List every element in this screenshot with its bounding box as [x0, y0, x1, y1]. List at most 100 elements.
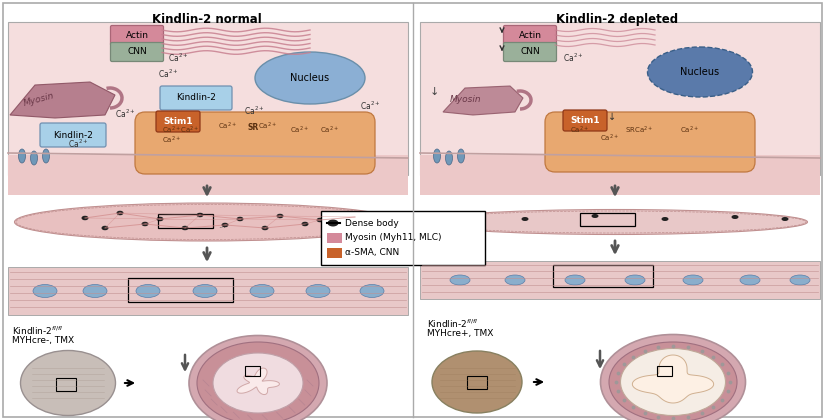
Ellipse shape: [662, 217, 668, 221]
Ellipse shape: [732, 215, 738, 219]
Ellipse shape: [182, 226, 188, 230]
Ellipse shape: [422, 210, 808, 234]
Ellipse shape: [31, 151, 37, 165]
Ellipse shape: [446, 151, 452, 165]
Bar: [158, 214, 213, 228]
Text: Actin: Actin: [518, 31, 541, 40]
Text: Nucleus: Nucleus: [681, 67, 719, 77]
Ellipse shape: [648, 47, 752, 97]
Ellipse shape: [790, 275, 810, 285]
Text: ...: ...: [218, 221, 226, 230]
Ellipse shape: [276, 214, 284, 218]
Text: Kindlin-2 depleted: Kindlin-2 depleted: [556, 13, 678, 26]
Polygon shape: [632, 355, 714, 403]
Text: Stim1: Stim1: [570, 116, 600, 125]
Bar: [553, 265, 653, 287]
Text: ↓: ↓: [608, 112, 616, 122]
Bar: [420, 261, 820, 299]
Ellipse shape: [21, 351, 116, 415]
Ellipse shape: [18, 149, 26, 163]
Ellipse shape: [250, 284, 274, 297]
Ellipse shape: [740, 275, 760, 285]
Ellipse shape: [237, 217, 243, 221]
Ellipse shape: [565, 275, 585, 285]
Bar: [467, 376, 487, 389]
Text: Kindlin-2$^{fl/fl}$: Kindlin-2$^{fl/fl}$: [12, 325, 64, 337]
Ellipse shape: [317, 218, 323, 222]
Text: Myosin (Myh11, MLC): Myosin (Myh11, MLC): [345, 234, 441, 242]
Ellipse shape: [33, 284, 57, 297]
Ellipse shape: [15, 203, 399, 241]
Text: Ca$^{2+}$: Ca$^{2+}$: [258, 121, 277, 132]
Text: ↓: ↓: [430, 87, 440, 97]
Polygon shape: [8, 22, 408, 175]
Polygon shape: [443, 86, 523, 115]
Ellipse shape: [781, 217, 789, 221]
FancyBboxPatch shape: [135, 112, 375, 174]
Ellipse shape: [351, 215, 359, 219]
Ellipse shape: [360, 284, 384, 297]
Text: Ca$^{2+}$: Ca$^{2+}$: [563, 52, 583, 64]
Ellipse shape: [601, 334, 746, 420]
Polygon shape: [10, 82, 115, 118]
Text: Kindlin-2: Kindlin-2: [53, 131, 93, 139]
Text: Ca$^{2+}$: Ca$^{2+}$: [218, 121, 237, 132]
Text: Ca$^{2+}$: Ca$^{2+}$: [168, 52, 188, 64]
FancyBboxPatch shape: [321, 211, 485, 265]
Bar: [657, 366, 672, 376]
Text: Kindlin-2: Kindlin-2: [176, 94, 216, 102]
Ellipse shape: [306, 284, 330, 297]
Bar: [8, 267, 408, 315]
Text: MYHcre+, TMX: MYHcre+, TMX: [427, 329, 493, 338]
Bar: [327, 248, 342, 258]
Ellipse shape: [136, 284, 160, 297]
Ellipse shape: [157, 217, 163, 221]
Polygon shape: [420, 22, 820, 175]
FancyBboxPatch shape: [563, 110, 607, 131]
Text: CNN: CNN: [520, 47, 540, 57]
Text: Ca$^{2+}$: Ca$^{2+}$: [158, 68, 178, 80]
Text: Ca$^{2+}$Ca$^{2+}$: Ca$^{2+}$Ca$^{2+}$: [162, 125, 200, 136]
Text: Ca$^{2+}$: Ca$^{2+}$: [570, 124, 589, 136]
Ellipse shape: [255, 52, 365, 104]
Bar: [327, 233, 342, 243]
Ellipse shape: [328, 220, 338, 226]
Text: Ca$^{2+}$: Ca$^{2+}$: [600, 132, 619, 144]
Text: Ca$^{2+}$: Ca$^{2+}$: [290, 125, 309, 136]
Bar: [580, 213, 635, 226]
Ellipse shape: [43, 149, 50, 163]
Ellipse shape: [432, 351, 522, 413]
Ellipse shape: [625, 275, 645, 285]
Ellipse shape: [196, 213, 204, 217]
Ellipse shape: [301, 222, 309, 226]
Text: Dense body: Dense body: [345, 218, 398, 228]
Polygon shape: [420, 155, 820, 195]
FancyBboxPatch shape: [160, 86, 232, 110]
Ellipse shape: [433, 149, 441, 163]
Text: SRCa$^{2+}$: SRCa$^{2+}$: [625, 124, 653, 136]
Bar: [245, 366, 260, 376]
Bar: [128, 278, 233, 302]
Text: Nucleus: Nucleus: [290, 73, 329, 83]
Text: CNN: CNN: [127, 47, 147, 57]
Ellipse shape: [683, 275, 703, 285]
Polygon shape: [237, 368, 280, 394]
Ellipse shape: [189, 336, 327, 420]
Ellipse shape: [101, 226, 109, 230]
Text: Ca$^{2+}$: Ca$^{2+}$: [360, 100, 380, 112]
Ellipse shape: [197, 342, 319, 420]
Ellipse shape: [142, 222, 148, 226]
Ellipse shape: [193, 284, 217, 297]
Text: Ca$^{2+}$: Ca$^{2+}$: [162, 134, 181, 145]
FancyBboxPatch shape: [40, 123, 106, 147]
Ellipse shape: [450, 275, 470, 285]
Ellipse shape: [116, 211, 124, 215]
FancyBboxPatch shape: [111, 42, 163, 61]
Ellipse shape: [82, 216, 88, 220]
Ellipse shape: [521, 217, 529, 221]
Bar: [56, 378, 76, 391]
FancyBboxPatch shape: [545, 112, 755, 172]
FancyBboxPatch shape: [503, 42, 557, 61]
Ellipse shape: [262, 226, 268, 230]
Ellipse shape: [83, 284, 107, 297]
